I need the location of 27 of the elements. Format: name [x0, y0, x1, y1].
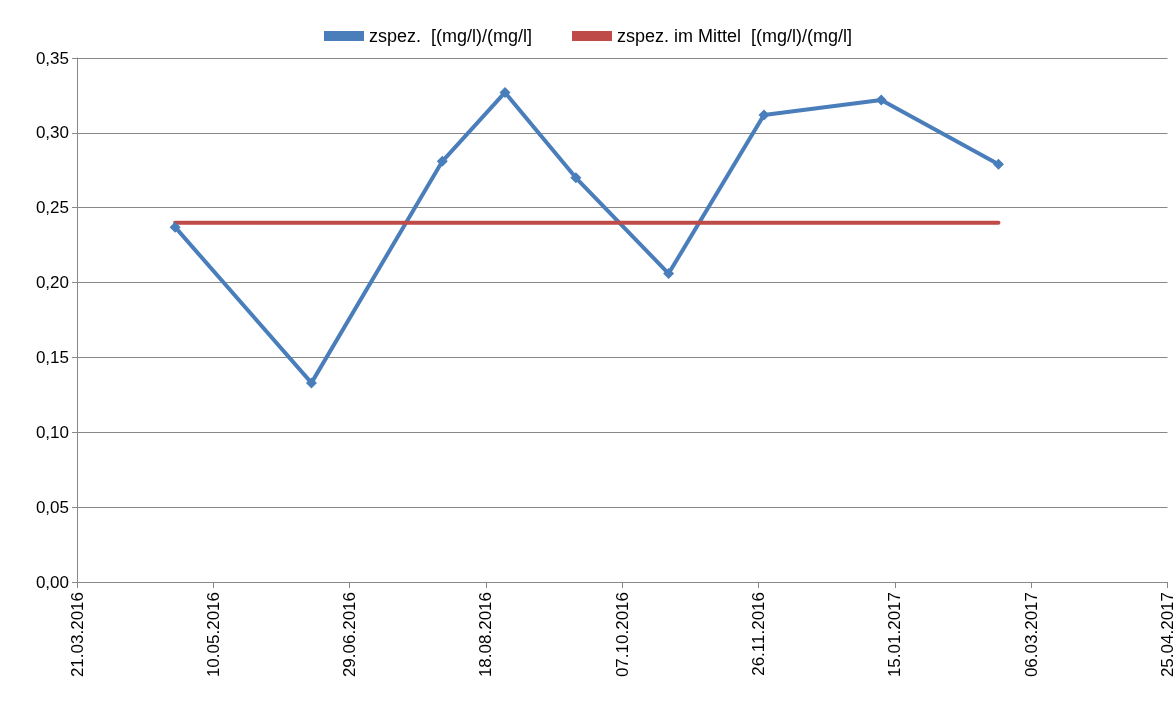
- point: [169, 221, 181, 233]
- point: [499, 86, 511, 98]
- point: [436, 155, 448, 167]
- y-tick-label: 0,05: [35, 497, 69, 517]
- x-tick-label: 26.11.2016: [749, 592, 769, 676]
- point: [992, 158, 1004, 170]
- y-tick-label: 0,15: [35, 347, 69, 367]
- x-tick-label: 10.05.2016: [203, 592, 223, 678]
- x-tick-label: 18.08.2016: [476, 592, 496, 678]
- x-tick-label: 15.01.2017: [885, 592, 905, 678]
- point: [663, 268, 675, 280]
- x-tick-label: 29.06.2016: [340, 592, 360, 678]
- legend-label: zspez. [(mg/l)/(mg/l]: [368, 26, 533, 46]
- point: [570, 172, 582, 184]
- x-tick-label: 06.03.2017: [1021, 592, 1041, 678]
- x-tick-label: 25.04.2017: [1158, 592, 1176, 678]
- x-tick-label: 21.03.2016: [67, 592, 87, 678]
- y-tick-label: 0,30: [35, 123, 69, 143]
- y-tick-label: 0,00: [35, 572, 69, 592]
- y-tick-label: 0,20: [35, 273, 69, 293]
- legend-label: zspez. im Mittel [(mg/l)/(mg/l]: [617, 26, 853, 46]
- point: [305, 377, 317, 389]
- point: [758, 109, 770, 121]
- y-tick-label: 0,10: [35, 422, 69, 442]
- y-tick-label: 0,35: [35, 48, 69, 68]
- x-tick-label: 07.10.2016: [612, 592, 632, 678]
- y-tick-label: 0,25: [35, 198, 69, 218]
